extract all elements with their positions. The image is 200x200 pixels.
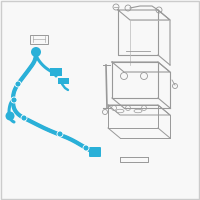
Circle shape: [21, 115, 27, 121]
FancyBboxPatch shape: [50, 68, 62, 76]
Circle shape: [15, 81, 21, 87]
Circle shape: [57, 131, 63, 137]
FancyBboxPatch shape: [89, 147, 101, 157]
FancyBboxPatch shape: [58, 78, 69, 84]
Circle shape: [11, 97, 17, 103]
Circle shape: [31, 47, 41, 57]
Circle shape: [6, 112, 14, 120]
Circle shape: [83, 145, 89, 151]
